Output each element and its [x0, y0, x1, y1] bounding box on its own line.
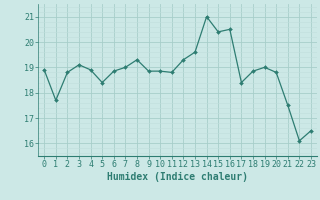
X-axis label: Humidex (Indice chaleur): Humidex (Indice chaleur): [107, 172, 248, 182]
